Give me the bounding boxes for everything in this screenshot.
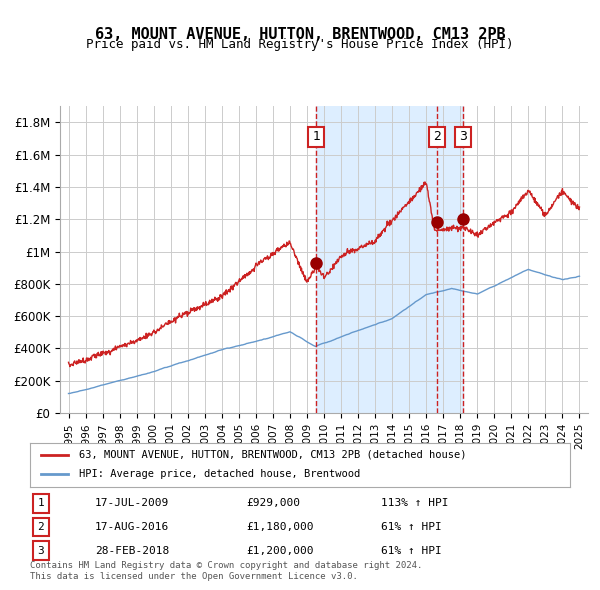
Text: 3: 3 (37, 546, 44, 556)
Text: 17-JUL-2009: 17-JUL-2009 (95, 499, 169, 508)
Text: 28-FEB-2018: 28-FEB-2018 (95, 546, 169, 556)
Bar (316, 106, 463, 413)
Text: 1: 1 (37, 499, 44, 508)
Text: Price paid vs. HM Land Registry's House Price Index (HPI): Price paid vs. HM Land Registry's House … (86, 38, 514, 51)
Text: 113% ↑ HPI: 113% ↑ HPI (381, 499, 449, 508)
Text: 3: 3 (459, 130, 467, 143)
Text: 63, MOUNT AVENUE, HUTTON, BRENTWOOD, CM13 2PB: 63, MOUNT AVENUE, HUTTON, BRENTWOOD, CM1… (95, 27, 505, 41)
Text: 61% ↑ HPI: 61% ↑ HPI (381, 522, 442, 532)
Text: 2: 2 (433, 130, 441, 143)
Text: 1: 1 (312, 130, 320, 143)
Text: 17-AUG-2016: 17-AUG-2016 (95, 522, 169, 532)
Text: Contains HM Land Registry data © Crown copyright and database right 2024.: Contains HM Land Registry data © Crown c… (30, 560, 422, 569)
Text: 2: 2 (37, 522, 44, 532)
Text: £1,180,000: £1,180,000 (246, 522, 314, 532)
Text: 61% ↑ HPI: 61% ↑ HPI (381, 546, 442, 556)
Text: £1,200,000: £1,200,000 (246, 546, 314, 556)
Text: This data is licensed under the Open Government Licence v3.0.: This data is licensed under the Open Gov… (30, 572, 358, 581)
Text: £929,000: £929,000 (246, 499, 300, 508)
Text: HPI: Average price, detached house, Brentwood: HPI: Average price, detached house, Bren… (79, 470, 360, 479)
Text: 63, MOUNT AVENUE, HUTTON, BRENTWOOD, CM13 2PB (detached house): 63, MOUNT AVENUE, HUTTON, BRENTWOOD, CM1… (79, 450, 466, 460)
